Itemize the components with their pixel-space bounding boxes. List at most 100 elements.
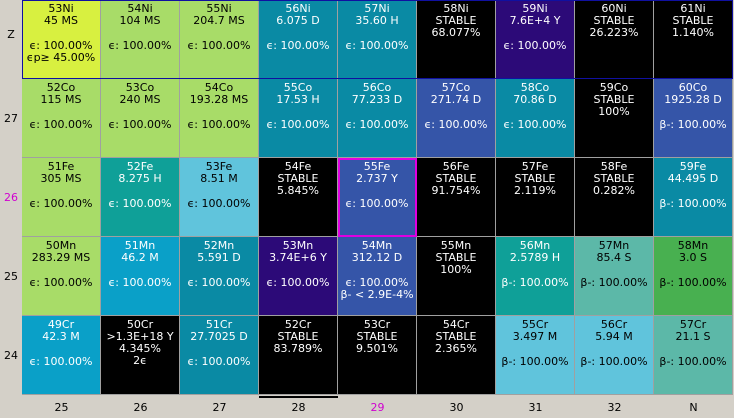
nuclide-cell-56Ni[interactable]: 56Ni 6.075 D ϵ: 100.00% <box>259 0 338 79</box>
decay-branch-1: β-: 100.00% <box>659 118 727 131</box>
nuclide-cell-50Cr[interactable]: 50Cr >1.3E+18 Y 4.345% 2ϵ <box>101 316 180 395</box>
nuclide-name: 53Fe <box>205 160 233 173</box>
nuclide-cell-57Co[interactable]: 57Co 271.74 D ϵ: 100.00% <box>417 79 496 158</box>
nuclide-cell-54Ni[interactable]: 54Ni 104 MS ϵ: 100.00% <box>101 0 180 79</box>
nuclide-cell-53Cr[interactable]: 53Cr STABLE 9.501% <box>338 316 417 395</box>
nuclide-name: 58Ni <box>443 2 469 15</box>
decay-branch-1: ϵ: 100.00% <box>345 118 409 131</box>
nuclide-name: 57Mn <box>598 239 630 252</box>
abundance: 1.140% <box>672 26 714 39</box>
nuclide-cell-55Fe[interactable]: 55Fe 2.737 Y ϵ: 100.00% <box>338 158 417 237</box>
abundance: 0.282% <box>593 184 635 197</box>
nuclide-cell-61Ni[interactable]: 61Ni STABLE 1.140% <box>654 0 733 79</box>
half-life: 45 MS <box>44 14 78 27</box>
decay-branch-1: β-: 100.00% <box>580 355 648 368</box>
half-life: STABLE <box>435 330 477 343</box>
nuclide-cell-51Cr[interactable]: 51Cr 27.7025 D ϵ: 100.00% <box>180 316 259 395</box>
abundance: 100% <box>598 105 630 118</box>
nuclide-cell-56Fe[interactable]: 56Fe STABLE 91.754% <box>417 158 496 237</box>
decay-branch-1: β-: 100.00% <box>659 355 727 368</box>
nuclide-name: 55Co <box>283 81 313 94</box>
half-life: 5.591 D <box>197 251 241 264</box>
nuclide-cell-53Ni[interactable]: 53Ni 45 MS ϵ: 100.00% ϵp≥ 45.00% <box>22 0 101 79</box>
nuclide-cell-56Mn[interactable]: 56Mn 2.5789 H β-: 100.00% <box>496 237 575 316</box>
half-life: 7.6E+4 Y <box>509 14 561 27</box>
nuclide-cell-54Fe[interactable]: 54Fe STABLE 5.845% <box>259 158 338 237</box>
half-life: 42.3 M <box>42 330 80 343</box>
nuclide-cell-49Cr[interactable]: 49Cr 42.3 M ϵ: 100.00% <box>22 316 101 395</box>
half-life: 240 MS <box>119 93 161 106</box>
nuclide-cell-55Co[interactable]: 55Co 17.53 H ϵ: 100.00% <box>259 79 338 158</box>
nuclide-cell-53Fe[interactable]: 53Fe 8.51 M ϵ: 100.00% <box>180 158 259 237</box>
nuclide-cell-60Co[interactable]: 60Co 1925.28 D β-: 100.00% <box>654 79 733 158</box>
nuclide-name: 56Co <box>362 81 392 94</box>
nuclide-name: 52Fe <box>126 160 154 173</box>
nuclide-cell-54Co[interactable]: 54Co 193.28 MS ϵ: 100.00% <box>180 79 259 158</box>
nuclide-cell-51Mn[interactable]: 51Mn 46.2 M ϵ: 100.00% <box>101 237 180 316</box>
nuclide-name: 52Cr <box>284 318 312 331</box>
abundance: 68.077% <box>431 26 481 39</box>
half-life: >1.3E+18 Y <box>106 330 174 343</box>
nuclide-cell-55Cr[interactable]: 55Cr 3.497 M β-: 100.00% <box>496 316 575 395</box>
nuclide-cell-55Mn[interactable]: 55Mn STABLE 100% <box>417 237 496 316</box>
decay-branch-1: ϵ: 100.00% <box>424 118 488 131</box>
nuclide-cell-56Cr[interactable]: 56Cr 5.94 M β-: 100.00% <box>575 316 654 395</box>
nuclide-cell-59Fe[interactable]: 59Fe 44.495 D β-: 100.00% <box>654 158 733 237</box>
half-life: STABLE <box>277 172 319 185</box>
nuclide-cell-58Mn[interactable]: 58Mn 3.0 S β-: 100.00% <box>654 237 733 316</box>
nuclide-cell-54Mn[interactable]: 54Mn 312.12 D ϵ: 100.00% β- < 2.9E-4% <box>338 237 417 316</box>
nuclide-cell-52Fe[interactable]: 52Fe 8.275 H ϵ: 100.00% <box>101 158 180 237</box>
col-label-25: 25 <box>54 401 69 414</box>
nuclide-cell-58Ni[interactable]: 58Ni STABLE 68.077% <box>417 0 496 79</box>
half-life: 8.51 M <box>200 172 238 185</box>
nuclide-cell-57Fe[interactable]: 57Fe STABLE 2.119% <box>496 158 575 237</box>
nuclide-cell-53Mn[interactable]: 53Mn 3.74E+6 Y ϵ: 100.00% <box>259 237 338 316</box>
col-label-27: 27 <box>212 401 227 414</box>
nuclide-cell-58Co[interactable]: 58Co 70.86 D ϵ: 100.00% <box>496 79 575 158</box>
nuclide-cell-52Cr[interactable]: 52Cr STABLE 83.789% <box>259 316 338 395</box>
decay-branch-1: ϵ: 100.00% <box>266 39 330 52</box>
nuclide-cell-59Ni[interactable]: 59Ni 7.6E+4 Y ϵ: 100.00% <box>496 0 575 79</box>
decay-branch-1: β-: 100.00% <box>659 197 727 210</box>
nuclide-cell-60Ni[interactable]: 60Ni STABLE 26.223% <box>575 0 654 79</box>
nuclide-cell-50Mn[interactable]: 50Mn 283.29 MS ϵ: 100.00% <box>22 237 101 316</box>
nuclide-cell-52Mn[interactable]: 52Mn 5.591 D ϵ: 100.00% <box>180 237 259 316</box>
decay-branch-1: ϵ: 100.00% <box>29 276 93 289</box>
nuclide-cell-51Fe[interactable]: 51Fe 305 MS ϵ: 100.00% <box>22 158 101 237</box>
nuclide-name: 55Ni <box>206 2 232 15</box>
nuclide-name: 57Ni <box>364 2 390 15</box>
row-label-27: 27 <box>4 112 18 125</box>
nuclide-cell-53Co[interactable]: 53Co 240 MS ϵ: 100.00% <box>101 79 180 158</box>
col-label-30: 30 <box>449 401 464 414</box>
nuclide-name: 49Cr <box>47 318 75 331</box>
nuclide-name: 56Cr <box>600 318 628 331</box>
half-life: STABLE <box>435 172 477 185</box>
half-life: 46.2 M <box>121 251 159 264</box>
nuclide-name: 50Cr <box>126 318 154 331</box>
nuclide-cell-54Cr[interactable]: 54Cr STABLE 2.365% <box>417 316 496 395</box>
nuclide-name: 58Fe <box>600 160 628 173</box>
half-life: 5.94 M <box>595 330 633 343</box>
nuclide-cell-58Fe[interactable]: 58Fe STABLE 0.282% <box>575 158 654 237</box>
nuclide-cell-59Co[interactable]: 59Co STABLE 100% <box>575 79 654 158</box>
nuclide-cell-55Ni[interactable]: 55Ni 204.7 MS ϵ: 100.00% <box>180 0 259 79</box>
abundance: 2.119% <box>514 184 556 197</box>
half-life: STABLE <box>277 330 319 343</box>
nuclide-cell-57Ni[interactable]: 57Ni 35.60 H ϵ: 100.00% <box>338 0 417 79</box>
nuclide-name: 57Co <box>441 81 471 94</box>
col-label-31: 31 <box>528 401 543 414</box>
nuclide-name: 51Fe <box>47 160 75 173</box>
nuclide-name: 51Cr <box>205 318 233 331</box>
nuclide-name: 60Ni <box>601 2 627 15</box>
nuclide-cell-57Mn[interactable]: 57Mn 85.4 S β-: 100.00% <box>575 237 654 316</box>
half-life: 305 MS <box>40 172 82 185</box>
nuclide-name: 55Cr <box>521 318 549 331</box>
decay-branch-1: ϵ: 100.00% <box>187 118 251 131</box>
half-life: STABLE <box>593 172 635 185</box>
nuclide-cell-56Co[interactable]: 56Co 77.233 D ϵ: 100.00% <box>338 79 417 158</box>
nuclide-name: 60Co <box>678 81 708 94</box>
nuclide-cell-52Co[interactable]: 52Co 115 MS ϵ: 100.00% <box>22 79 101 158</box>
abundance: 4.345% <box>119 342 161 355</box>
nuclide-cell-57Cr[interactable]: 57Cr 21.1 S β-: 100.00% <box>654 316 733 395</box>
nuclide-name: 53Co <box>125 81 155 94</box>
